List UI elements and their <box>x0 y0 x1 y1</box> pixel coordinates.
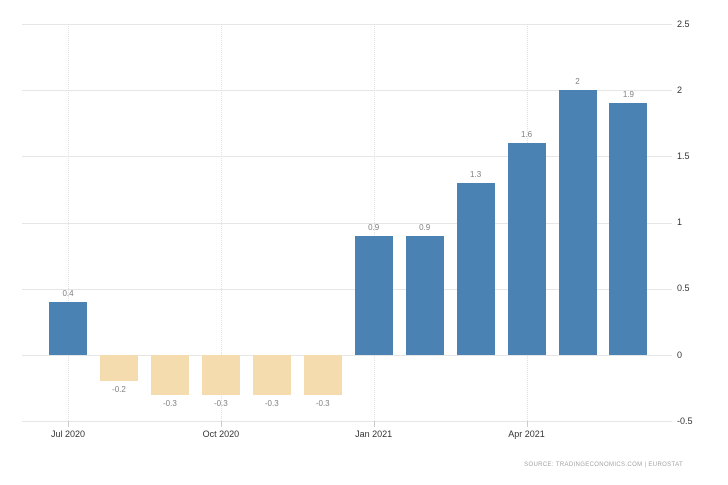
bar-value-label: 0.9 <box>419 222 431 232</box>
bar[interactable] <box>201 355 240 395</box>
gridline-horizontal <box>22 355 672 356</box>
bar-value-label: 2 <box>575 77 580 87</box>
bar[interactable] <box>558 90 597 355</box>
bar-value-label: 1.6 <box>520 130 533 140</box>
gridline-vertical <box>68 24 69 421</box>
gridline-horizontal <box>22 156 672 158</box>
gridline-vertical <box>220 24 222 421</box>
x-axis-tick-label: Oct 2020 <box>202 429 240 439</box>
gridline-horizontal <box>22 222 672 224</box>
x-axis-tick-label: Apr 2021 <box>508 429 545 439</box>
bar[interactable] <box>252 355 291 395</box>
gridline-horizontal <box>22 24 672 25</box>
bar-value-label: 1.3 <box>470 169 482 179</box>
y-axis-tick-label: 1.5 <box>677 150 690 161</box>
bar[interactable] <box>354 235 393 355</box>
y-axis-tick-label: -0.5 <box>677 415 693 426</box>
y-axis-tick-label: 1 <box>677 217 683 228</box>
x-axis-tick <box>220 421 222 427</box>
bar-value-label: -0.3 <box>162 398 177 408</box>
x-axis-tick-label: Jan 2021 <box>355 429 393 439</box>
bar-value-label: -0.3 <box>264 398 279 408</box>
y-axis-tick-label: 2.5 <box>677 18 690 29</box>
bar[interactable] <box>49 302 87 355</box>
source-attribution: SOURCE: TRADINGECONOMICS.COM | EUROSTAT <box>524 462 683 468</box>
x-axis-tick <box>68 421 69 427</box>
y-axis-tick-label: 2 <box>677 84 683 95</box>
bar-value-label: -0.3 <box>315 398 330 408</box>
gridline-horizontal <box>22 90 672 92</box>
bar[interactable] <box>609 103 648 355</box>
y-axis-tick-label: 0.5 <box>677 283 690 294</box>
bar[interactable] <box>150 355 189 395</box>
x-axis-tick-label: Jul 2020 <box>50 429 86 439</box>
y-axis-tick-label: 0 <box>677 349 683 360</box>
bar-value-label: -0.2 <box>112 385 126 395</box>
bar[interactable] <box>303 355 342 395</box>
bar[interactable] <box>405 235 444 355</box>
bar[interactable] <box>507 143 546 355</box>
bar-value-label: -0.3 <box>213 398 228 408</box>
bar-value-label: 0.4 <box>62 289 74 299</box>
gridline-horizontal <box>22 421 672 423</box>
gridline-vertical <box>373 24 375 421</box>
bar-value-label: 0.9 <box>368 222 380 232</box>
gridline-horizontal <box>22 288 672 290</box>
x-axis-tick <box>373 421 375 427</box>
bar[interactable] <box>99 355 138 382</box>
x-axis-tick <box>526 421 528 427</box>
bar[interactable] <box>456 182 495 355</box>
bar-value-label: 1.9 <box>622 90 634 100</box>
